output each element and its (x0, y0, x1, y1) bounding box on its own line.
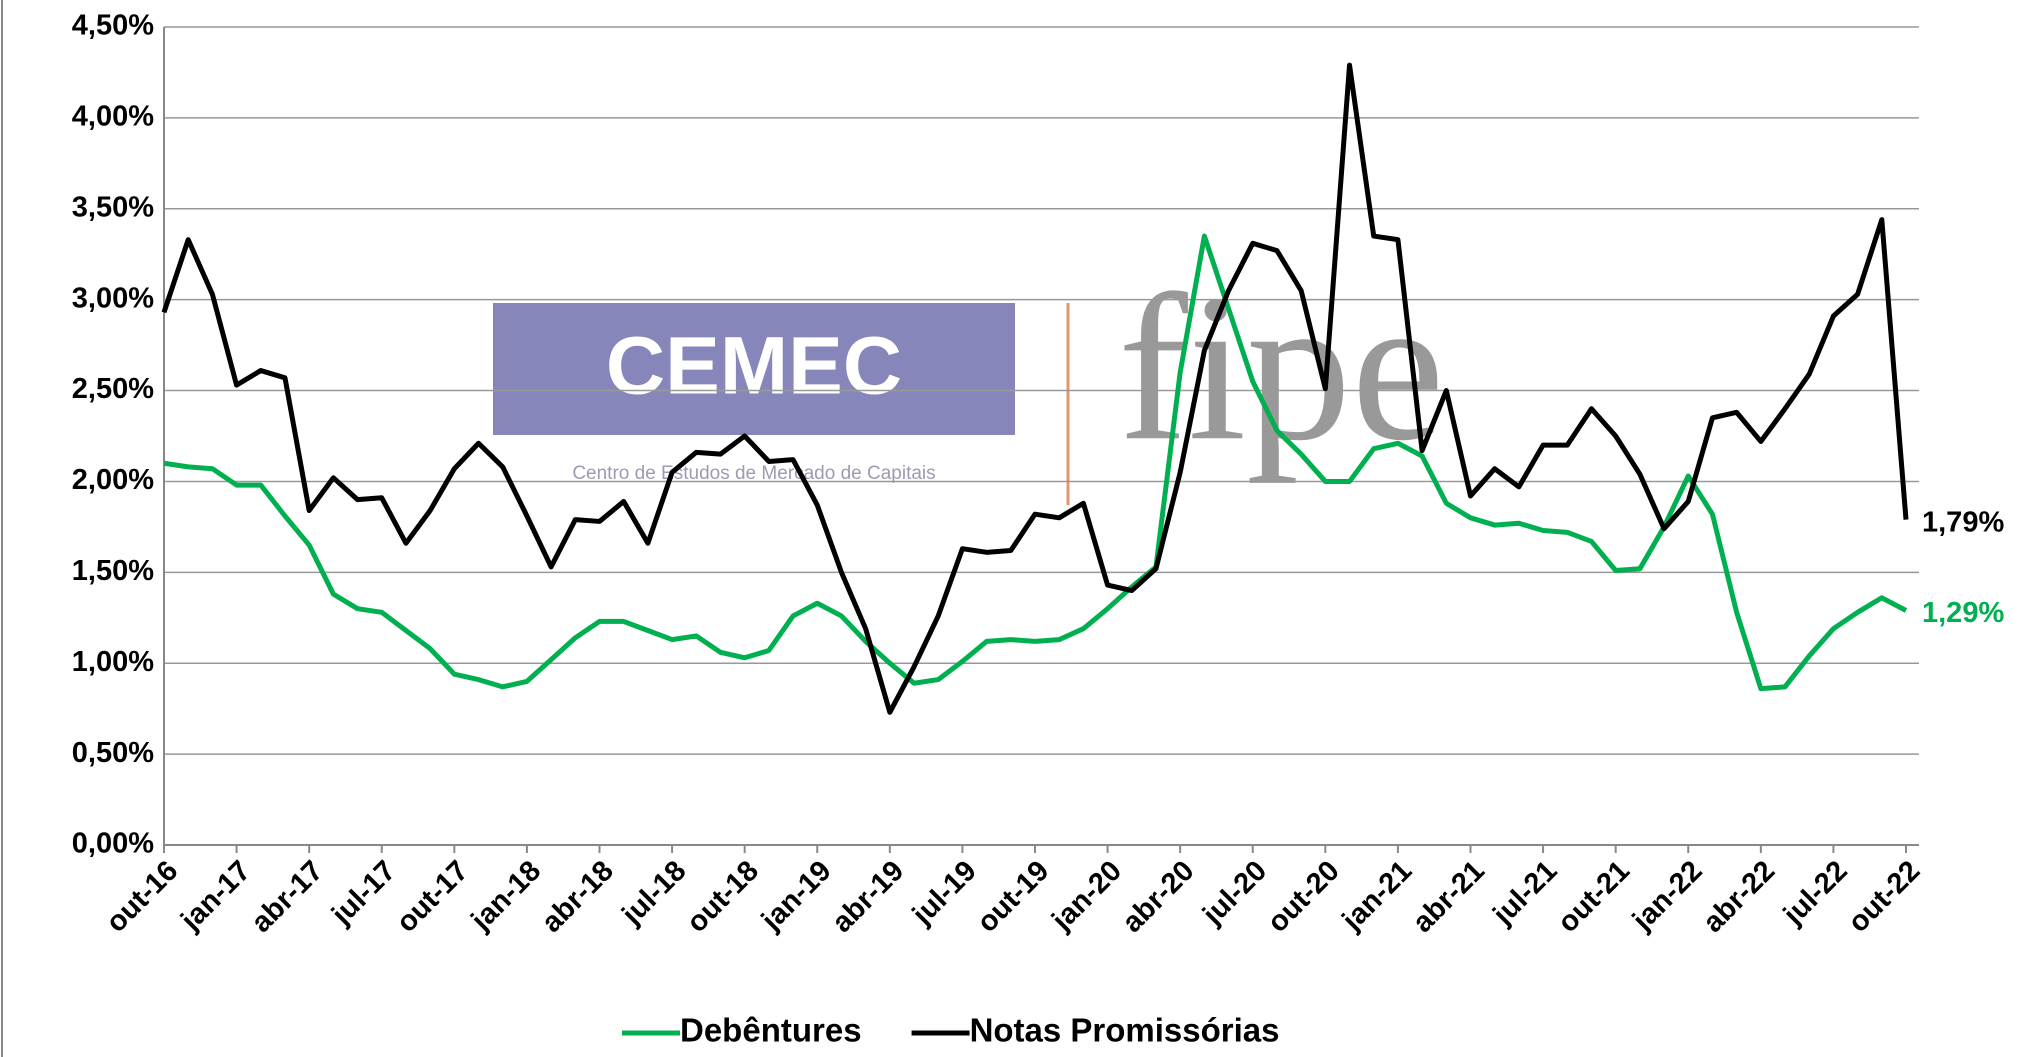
series-line (163, 233, 1908, 692)
y-tick-label: 2,00% (72, 464, 154, 496)
y-tick-label: 0,00% (72, 828, 154, 860)
legend-label: Debêntures (680, 1012, 862, 1049)
logo-subtitle: Centro de Estudos de Mercado de Capitais (572, 463, 935, 484)
logo-text: CEMEC (606, 321, 902, 412)
y-tick-label: 4,50% (72, 10, 154, 42)
value-label: 1,79% (1922, 506, 2004, 538)
legend-label: Notas Promissórias (970, 1012, 1280, 1049)
y-tick-label: 2,50% (72, 373, 154, 405)
value-label: 1,29% (1922, 597, 2004, 629)
y-tick-label: 1,50% (72, 555, 154, 587)
logo-partner: fipe (1118, 252, 1444, 484)
series-line (161, 62, 1909, 715)
logo-box (493, 303, 1015, 435)
y-tick-label: 4,00% (72, 101, 154, 133)
y-tick-label: 0,50% (72, 737, 154, 769)
y-tick-label: 3,50% (72, 191, 154, 223)
y-tick-label: 1,00% (72, 646, 154, 678)
y-tick-label: 3,00% (72, 282, 154, 314)
